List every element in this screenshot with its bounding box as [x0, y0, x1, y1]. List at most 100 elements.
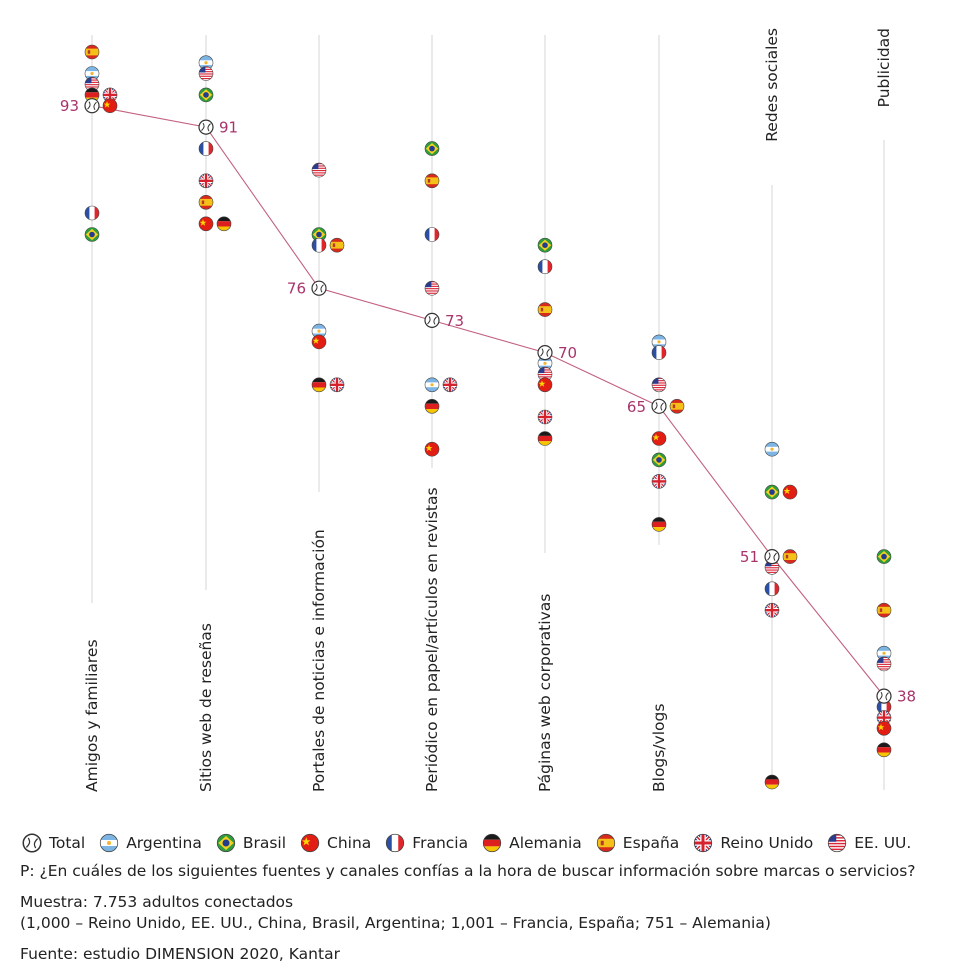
legend-label: Alemania — [509, 834, 582, 852]
source-note: Fuente: estudio DIMENSION 2020, Kantar — [20, 945, 340, 963]
flag-dot-alemania — [876, 742, 892, 758]
total-marker — [876, 688, 892, 704]
flag-dot-eeuu — [651, 377, 667, 393]
legend-item-espana: España — [596, 833, 680, 853]
flag-eeuu-icon — [828, 833, 847, 853]
flag-dot-brasil — [537, 237, 553, 253]
flag-dot-brasil — [876, 549, 892, 564]
flag-dot-brasil — [651, 452, 667, 468]
total-value-label: 38 — [897, 688, 916, 706]
flag-dot-francia — [198, 141, 214, 156]
flag-dot-argentina — [537, 355, 553, 371]
total-marker — [84, 98, 100, 114]
legend-label: Reino Unido — [720, 834, 814, 852]
flag-espana-icon — [596, 833, 615, 853]
flag-dot-china — [102, 98, 118, 113]
total-value-label: 65 — [627, 398, 646, 416]
chart-legend: Total Argentina Brasil China Francia Alemania… — [22, 832, 925, 854]
legend-item-total: Total — [22, 833, 85, 853]
total-value-label: 70 — [558, 344, 577, 362]
flag-dot-china — [782, 484, 798, 500]
flag-dot-argentina — [764, 441, 780, 457]
legend-item-reino_unido: Reino Unido — [693, 833, 813, 853]
category-label: Redes sociales — [763, 28, 781, 142]
flag-dot-alemania — [311, 377, 327, 393]
flag-dot-argentina — [311, 323, 327, 339]
flag-dot-alemania — [537, 431, 553, 446]
flag-dot-argentina — [84, 66, 100, 81]
flag-dot-espana — [876, 602, 892, 618]
flag-dot-eeuu — [311, 162, 327, 178]
legend-item-brasil: Brasil — [216, 833, 286, 853]
total-value-label: 51 — [740, 548, 759, 566]
flag-dot-reino_unido — [537, 409, 553, 425]
flag-dot-brasil — [198, 87, 214, 103]
flag-dot-china — [537, 377, 553, 393]
flag-dot-francia — [537, 259, 553, 275]
legend-item-argentina: Argentina — [99, 833, 202, 853]
flag-dot-alemania — [424, 398, 440, 414]
flag-dot-reino_unido — [764, 602, 780, 618]
flag-dot-china — [876, 720, 892, 736]
total-value-label: 73 — [445, 312, 464, 330]
category-label: Publicidad — [875, 28, 893, 107]
total-marker — [537, 345, 553, 361]
legend-label: Francia — [412, 834, 469, 852]
flag-dot-francia — [651, 345, 667, 360]
category-label: Sitios web de reseñas — [197, 623, 215, 792]
question-note: P: ¿En cuáles de los siguientes fuentes … — [20, 862, 916, 880]
category-label: Páginas web corporativas — [536, 594, 554, 792]
sample-detail-note: (1,000 – Reino Unido, EE. UU., China, Br… — [20, 914, 771, 932]
flag-dot-francia — [876, 699, 892, 715]
total-value-label: 91 — [219, 119, 238, 137]
category-label: Periódico en papel/artículos en revistas — [423, 487, 441, 792]
legend-label: Total — [49, 834, 86, 852]
category-label: Amigos y familiares — [83, 639, 101, 792]
total-marker-icon — [22, 833, 42, 853]
flag-dot-espana — [84, 44, 100, 60]
flag-dot-espana — [329, 237, 345, 253]
flag-dot-brasil — [84, 227, 100, 242]
total-marker — [651, 398, 667, 414]
sample-note: Muestra: 7.753 adultos conectados — [20, 893, 294, 911]
total-trend-line — [91, 105, 885, 697]
flag-argentina-icon — [100, 833, 119, 853]
flag-dot-francia — [764, 581, 780, 597]
flag-francia-icon — [386, 833, 405, 853]
flag-dot-china — [651, 431, 667, 446]
legend-item-china: China — [300, 833, 371, 853]
flag-dot-espana — [198, 195, 214, 210]
legend-label: EE. UU. — [854, 834, 912, 852]
flag-dot-espana — [537, 302, 553, 317]
flag-dot-reino_unido — [651, 474, 667, 489]
total-marker — [198, 119, 214, 135]
flag-reino_unido-icon — [694, 833, 713, 853]
flag-dot-brasil — [311, 227, 327, 242]
flag-dot-reino_unido — [442, 377, 458, 393]
flag-dot-brasil — [424, 141, 440, 156]
flag-dot-china — [198, 216, 214, 232]
flag-dot-francia — [84, 205, 100, 221]
legend-label: Argentina — [126, 834, 202, 852]
flag-dot-china — [311, 334, 327, 350]
flag-brasil-icon — [216, 833, 235, 853]
legend-label: España — [622, 834, 680, 852]
flag-dot-francia — [424, 227, 440, 242]
total-marker — [311, 280, 327, 296]
legend-item-alemania: Alemania — [482, 833, 582, 853]
flag-dot-alemania — [764, 774, 780, 790]
flag-china-icon — [300, 833, 320, 853]
legend-item-eeuu: EE. UU. — [827, 833, 911, 853]
flag-dot-alemania — [216, 216, 232, 232]
flag-dot-francia — [311, 237, 327, 253]
total-value-label: 76 — [287, 280, 306, 298]
total-marker — [424, 312, 440, 328]
flag-dot-espana — [782, 549, 798, 564]
flag-dot-eeuu — [198, 66, 214, 81]
flag-dot-espana — [669, 398, 685, 414]
flag-dot-argentina — [424, 377, 440, 393]
flag-dot-alemania — [651, 517, 667, 532]
flag-dot-eeuu — [424, 280, 440, 296]
category-label: Blogs/vlogs — [650, 704, 668, 792]
flag-dot-eeuu — [876, 656, 892, 672]
